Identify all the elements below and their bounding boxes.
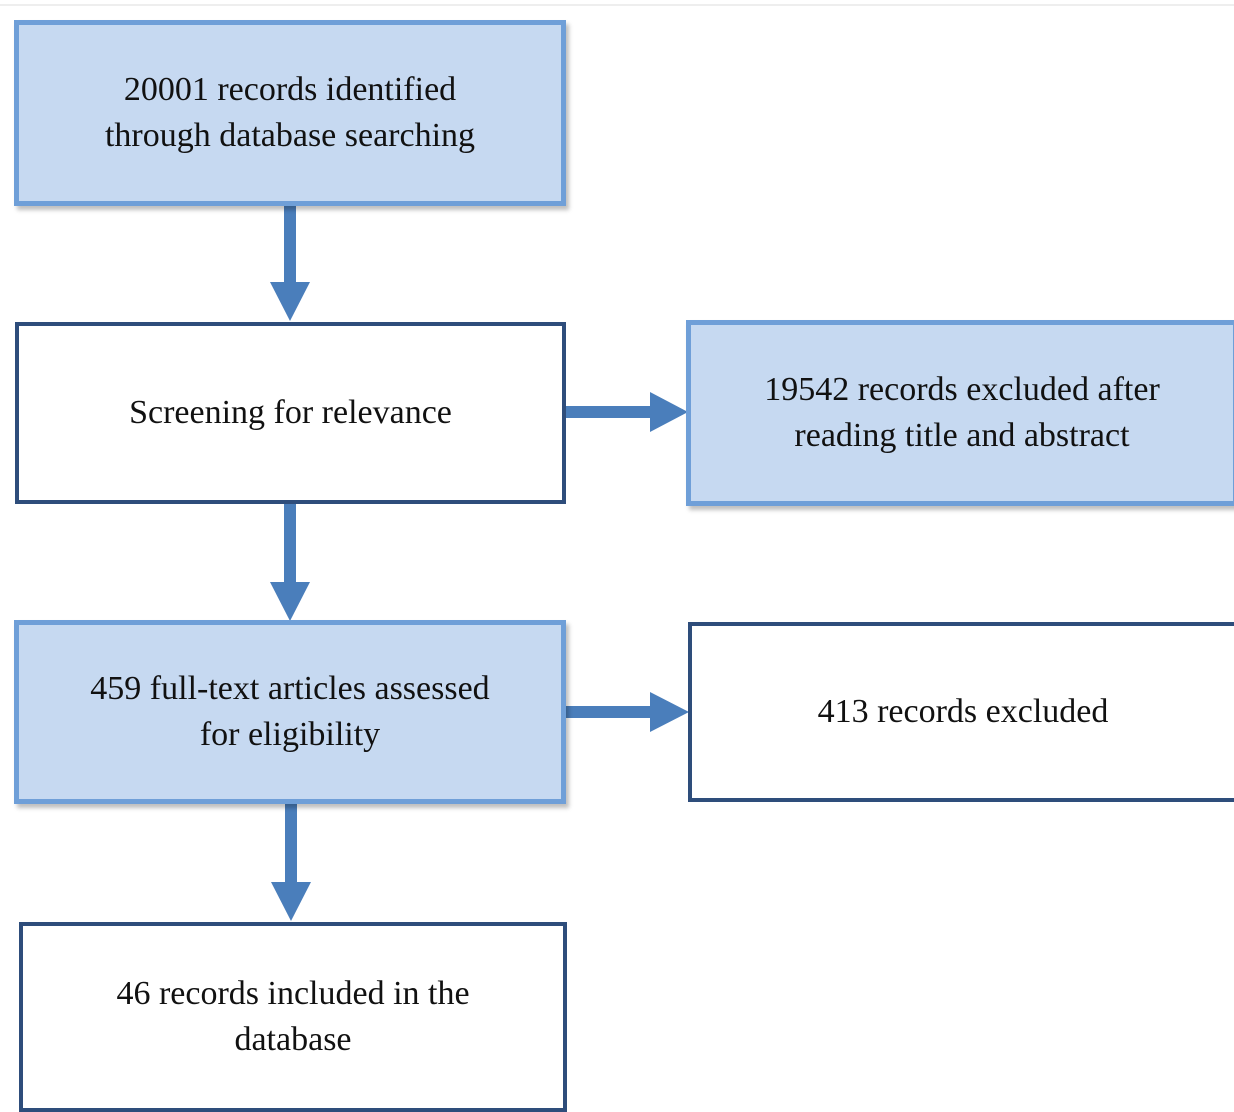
arrow-shaft [564, 706, 654, 718]
node: 46 records included in the database [19, 922, 567, 1112]
arrow-head [650, 692, 689, 732]
arrow-shaft [284, 204, 296, 284]
arrow-head [650, 392, 688, 432]
node: 20001 records identified through databas… [14, 20, 566, 206]
top-rule [0, 4, 1234, 6]
arrow-head [270, 282, 310, 321]
arrow-head [271, 882, 311, 921]
node-text: for eligibility [199, 716, 381, 753]
arrow-shaft [564, 406, 652, 418]
node-text: 20001 records identified [123, 71, 457, 108]
node-text: database [234, 1021, 352, 1058]
arrow-shaft [285, 802, 297, 884]
node-text: 19542 records excluded after [764, 371, 1160, 408]
node-text: reading title and abstract [794, 417, 1130, 454]
node-text: 46 records included in the [116, 975, 470, 1012]
node-text: Screening for relevance [129, 394, 452, 431]
node: 19542 records excluded after reading tit… [686, 320, 1234, 506]
node: Screening for relevance [15, 322, 566, 504]
node: 413 records excluded [688, 622, 1234, 802]
arrow-shaft [284, 502, 296, 584]
node: 459 full-text articles assessed for elig… [14, 620, 566, 804]
arrow-head [270, 582, 310, 621]
node-text: 413 records excluded [817, 693, 1109, 730]
node-text: 459 full-text articles assessed [90, 670, 490, 707]
node-text: through database searching [104, 117, 476, 154]
